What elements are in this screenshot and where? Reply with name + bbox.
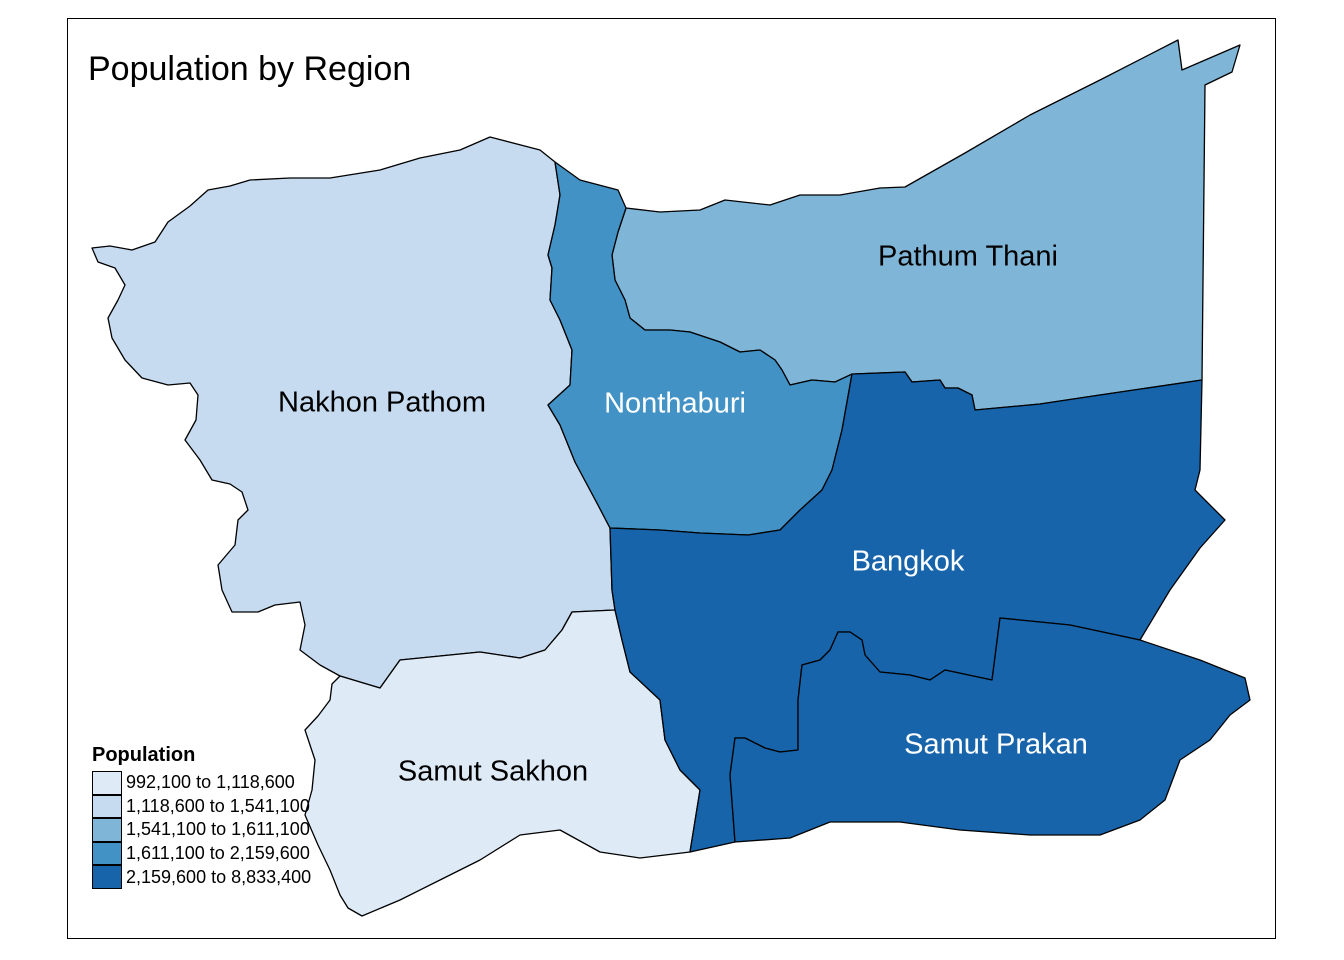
legend-swatch [92,865,122,889]
map-title: Population by Region [88,50,412,88]
legend-item: 992,100 to 1,118,600 [92,771,311,795]
legend-label: 2,159,600 to 8,833,400 [126,866,312,887]
legend-item: 1,541,100 to 1,611,100 [92,818,311,842]
region-samut-sakhon[interactable] [304,609,701,917]
legend-item: 2,159,600 to 8,833,400 [92,865,311,889]
legend-swatch [92,818,122,842]
label-nakhon-pathom: Nakhon Pathom [278,387,486,419]
legend-label: 1,541,100 to 1,611,100 [126,819,310,840]
label-nonthaburi: Nonthaburi [604,388,746,420]
legend-item: 1,611,100 to 2,159,600 [92,841,311,866]
legend-swatch [92,841,122,866]
legend-title: Population [92,744,196,766]
label-samut-prakan: Samut Prakan [904,729,1088,761]
legend-item: 1,118,600 to 1,541,100 [92,794,311,819]
legend-label: 1,118,600 to 1,541,100 [126,795,310,816]
legend-swatch [92,794,122,819]
legend: Population 992,100 to 1,118,600 1,118,60… [92,744,311,889]
label-pathum-thani: Pathum Thani [878,241,1058,273]
region-samut-prakan[interactable] [729,617,1251,843]
legend-swatch [92,771,122,795]
legend-label: 1,611,100 to 2,159,600 [126,843,310,864]
label-bangkok: Bangkok [852,546,965,578]
label-samut-sakhon: Samut Sakhon [398,756,588,788]
legend-label: 992,100 to 1,118,600 [126,772,295,793]
